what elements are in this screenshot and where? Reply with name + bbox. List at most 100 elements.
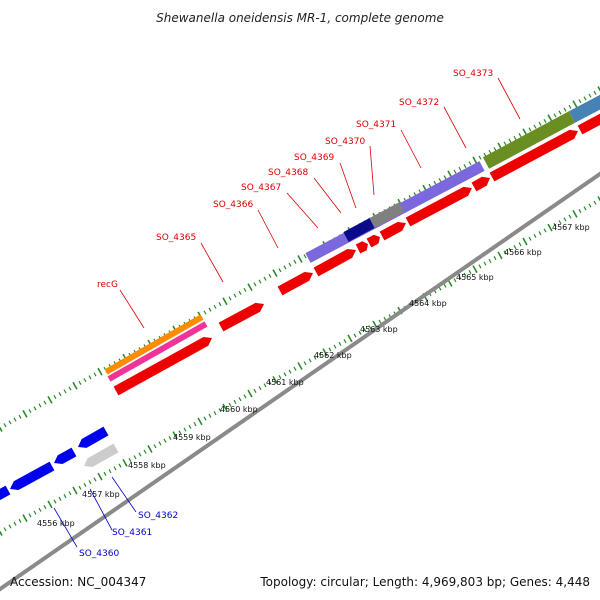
- tick-mark: [568, 104, 572, 109]
- tick-mark: [213, 304, 217, 309]
- tick-mark: [78, 380, 82, 385]
- tick-mark: [3, 423, 7, 428]
- leader-line: [497, 77, 521, 120]
- tick-mark: [188, 424, 192, 429]
- leader-line: [369, 145, 375, 196]
- tick-mark: [458, 275, 462, 280]
- tick-mark: [22, 410, 28, 418]
- tick-mark: [508, 138, 512, 143]
- tick-mark: [222, 403, 228, 412]
- tick-mark: [43, 505, 47, 510]
- tick-mark: [0, 530, 3, 536]
- leader-line: [400, 129, 422, 169]
- tick-mark: [28, 409, 32, 414]
- tick-mark: [172, 431, 178, 440]
- tick-mark: [553, 113, 557, 118]
- tick-mark: [247, 389, 253, 398]
- tick-mark: [97, 472, 103, 481]
- tick-mark: [553, 222, 557, 227]
- tick-mark: [238, 290, 242, 295]
- tick-mark: [293, 259, 297, 264]
- tick-mark: [83, 378, 87, 383]
- tick-mark: [133, 455, 137, 460]
- leader-line: [53, 507, 78, 548]
- tick-mark: [283, 372, 287, 377]
- tick-mark: [233, 399, 237, 405]
- tick-mark: [288, 369, 292, 374]
- tick-mark: [497, 251, 503, 260]
- feature-magenta: [107, 321, 208, 382]
- tick-mark: [583, 206, 587, 211]
- tick-mark: [33, 406, 37, 411]
- tick-mark: [468, 269, 472, 274]
- tick-mark: [472, 265, 478, 274]
- gene-label-recG: recG: [97, 280, 118, 290]
- tick-mark: [472, 156, 478, 165]
- gene-arrow-forward: [277, 271, 313, 296]
- tick-mark: [58, 392, 62, 397]
- tick-mark: [53, 394, 57, 400]
- tick-mark: [358, 330, 362, 335]
- gene-label-SO_4372: SO_4372: [399, 98, 439, 108]
- scale-label: 4558 kbp: [128, 461, 166, 470]
- tick-mark: [72, 486, 78, 495]
- tick-mark: [528, 127, 532, 132]
- gene-arrow-reverse: [78, 426, 109, 448]
- tick-mark: [153, 444, 157, 449]
- tick-mark: [258, 279, 262, 284]
- tick-mark: [97, 367, 103, 376]
- tick-mark: [303, 254, 307, 259]
- tick-mark: [197, 417, 203, 426]
- gene-arrow-forward: [405, 186, 472, 227]
- tick-mark: [318, 352, 322, 357]
- gene-arrow-forward: [355, 241, 368, 254]
- tick-mark: [218, 408, 222, 413]
- tick-mark: [128, 458, 132, 463]
- tick-mark: [503, 250, 507, 255]
- tick-mark: [47, 500, 53, 509]
- tick-mark: [443, 283, 447, 288]
- scale-label: 4557 kbp: [82, 490, 120, 499]
- tick-mark: [93, 372, 97, 377]
- tick-mark: [243, 287, 247, 293]
- tick-mark: [18, 518, 22, 523]
- gene-arrow-reverse: [54, 447, 77, 465]
- tick-mark: [597, 196, 600, 202]
- gene-arrow-forward: [471, 176, 490, 192]
- scale-label: 4567 kbp: [552, 223, 590, 232]
- tick-mark: [122, 458, 128, 467]
- feature-track: [104, 94, 600, 382]
- tick-mark: [518, 242, 522, 247]
- tick-mark: [572, 100, 578, 108]
- gene-arrow-reverse: [0, 485, 11, 501]
- gene-arrow-forward: [379, 221, 406, 241]
- tick-mark: [488, 258, 492, 263]
- tick-mark: [278, 375, 282, 380]
- tick-mark: [543, 118, 547, 124]
- gene-label-SO_4371: SO_4371: [356, 120, 396, 130]
- feature-navy: [343, 218, 375, 242]
- tick-mark: [563, 217, 567, 222]
- tick-mark: [38, 403, 42, 408]
- tick-mark: [238, 397, 242, 402]
- tick-mark: [68, 491, 72, 496]
- tick-mark: [463, 164, 467, 169]
- feature-gray: [369, 202, 405, 228]
- leader-line: [119, 289, 145, 329]
- gene-arrow-reverse: [84, 443, 119, 467]
- scale-label: 4564 kbp: [409, 299, 447, 308]
- tick-mark: [513, 135, 517, 140]
- tick-mark: [0, 426, 3, 432]
- tick-mark: [228, 402, 232, 407]
- feature-steelblue: [568, 94, 600, 123]
- tick-mark: [8, 524, 12, 529]
- tick-mark: [63, 493, 67, 499]
- tick-mark: [258, 386, 262, 391]
- tick-mark: [503, 141, 507, 146]
- tick-mark: [533, 124, 537, 129]
- tick-mark: [28, 513, 32, 518]
- tick-mark: [463, 272, 467, 277]
- tick-mark: [588, 203, 592, 208]
- tick-mark: [263, 383, 267, 388]
- tick-mark: [293, 366, 297, 371]
